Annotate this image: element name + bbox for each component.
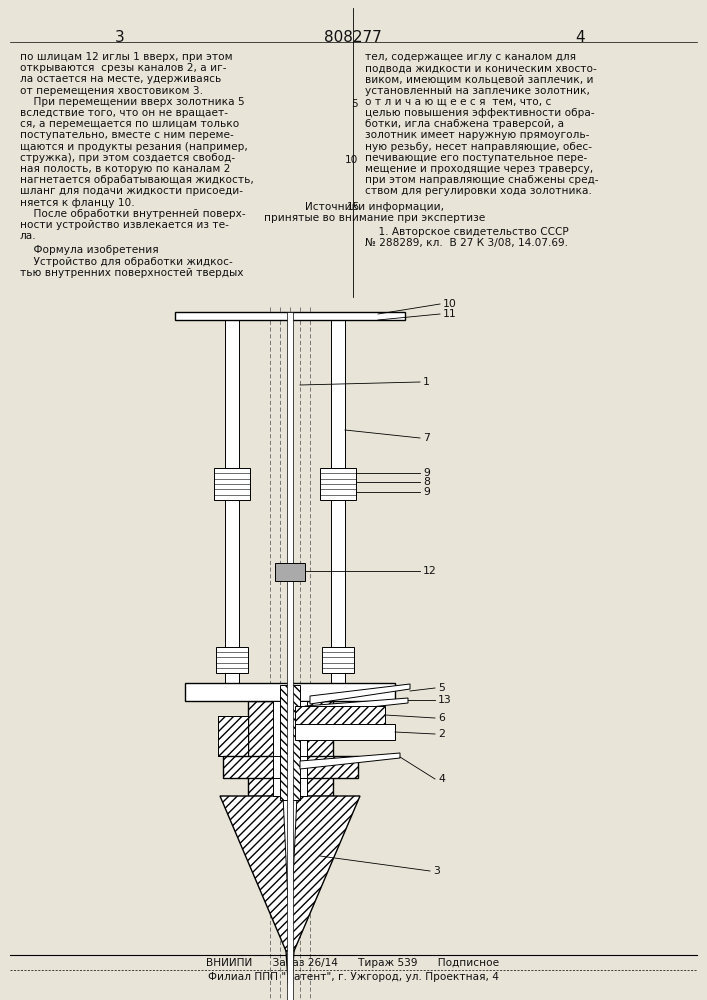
Bar (333, 716, 358, 738)
Bar (185, 683, 395, 701)
Bar (295, 706, 385, 724)
Text: Формула изобретения: Формула изобретения (20, 245, 158, 255)
Text: открываются  срезы каналов 2, а иг-: открываются срезы каналов 2, а иг- (20, 63, 226, 73)
Polygon shape (286, 951, 294, 1000)
Text: 9: 9 (423, 487, 430, 497)
Bar (225, 320, 239, 690)
Text: ла.: ла. (20, 231, 37, 241)
Text: ную резьбу, несет направляющие, обес-: ную резьбу, несет направляющие, обес- (365, 142, 592, 152)
Text: целью повышения эффективности обра-: целью повышения эффективности обра- (365, 108, 595, 118)
Text: подвода жидкости и коническим хвосто-: подвода жидкости и коническим хвосто- (365, 63, 597, 73)
Text: Устройство для обработки жидкос-: Устройство для обработки жидкос- (20, 257, 233, 267)
Polygon shape (220, 796, 360, 951)
Text: тью внутренних поверхностей твердых: тью внутренних поверхностей твердых (20, 268, 243, 278)
Text: 10: 10 (443, 299, 457, 309)
Text: ная полость, в которую по каналам 2: ная полость, в которую по каналам 2 (20, 164, 230, 174)
Text: 6: 6 (438, 713, 445, 723)
Text: 8: 8 (423, 477, 430, 487)
Text: 5: 5 (351, 99, 358, 109)
Text: ством для регулировки хода золотника.: ством для регулировки хода золотника. (365, 186, 592, 196)
Bar (273, 701, 307, 796)
Text: Источники информации,: Источники информации, (305, 202, 445, 212)
Text: вследствие того, что он не вращает-: вследствие того, что он не вращает- (20, 108, 228, 118)
Text: 5: 5 (438, 683, 445, 693)
Text: тел, содержащее иглу с каналом для: тел, содержащее иглу с каналом для (365, 52, 576, 62)
Text: 808277: 808277 (324, 30, 382, 45)
Text: щаются и продукты резания (например,: щаются и продукты резания (например, (20, 142, 247, 152)
Text: нагнетается обрабатывающая жидкость,: нагнетается обрабатывающая жидкость, (20, 175, 254, 185)
Text: 4: 4 (438, 774, 445, 784)
Text: принятые во внимание при экспертизе: принятые во внимание при экспертизе (264, 213, 486, 223)
Text: 15: 15 (346, 202, 360, 212)
Text: установленный на заплечике золотник,: установленный на заплечике золотник, (365, 86, 590, 96)
Polygon shape (305, 698, 408, 714)
Text: стружка), при этом создается свобод-: стружка), при этом создается свобод- (20, 153, 235, 163)
Polygon shape (310, 684, 410, 704)
Text: по шлицам 12 иглы 1 вверх, при этом: по шлицам 12 иглы 1 вверх, при этом (20, 52, 233, 62)
Text: ла остается на месте, удерживаясь: ла остается на месте, удерживаясь (20, 74, 221, 84)
Bar (223, 756, 358, 778)
Text: 1: 1 (423, 377, 430, 387)
Text: 10: 10 (344, 155, 358, 165)
Text: 3: 3 (115, 30, 125, 45)
Text: 13: 13 (438, 695, 452, 705)
Text: печивающие его поступательное пере-: печивающие его поступательное пере- (365, 153, 588, 163)
Text: ботки, игла снабжена траверсой, а: ботки, игла снабжена траверсой, а (365, 119, 564, 129)
Text: После обработки внутренней поверх-: После обработки внутренней поверх- (20, 209, 245, 219)
Bar (322, 647, 354, 673)
Bar (248, 701, 333, 796)
Text: 9: 9 (423, 468, 430, 478)
Text: № 288289, кл.  В 27 К 3/08, 14.07.69.: № 288289, кл. В 27 К 3/08, 14.07.69. (365, 238, 568, 248)
Bar (333, 716, 358, 738)
Text: ности устройство извлекается из те-: ности устройство извлекается из те- (20, 220, 229, 230)
Bar (287, 312, 293, 1000)
Bar (280, 685, 300, 800)
Text: Филиал ППП "Патент", г. Ужгород, ул. Проектная, 4: Филиал ППП "Патент", г. Ужгород, ул. Про… (208, 972, 498, 982)
Text: виком, имеющим кольцевой заплечик, и: виком, имеющим кольцевой заплечик, и (365, 74, 593, 84)
Text: 11: 11 (443, 309, 457, 319)
Bar (273, 756, 307, 778)
Text: мещение и проходящие через траверсу,: мещение и проходящие через траверсу, (365, 164, 593, 174)
Bar (331, 320, 345, 690)
Bar (218, 716, 248, 756)
Bar (216, 647, 248, 673)
Bar (214, 468, 250, 500)
Text: 1. Авторское свидетельство СССР: 1. Авторское свидетельство СССР (365, 227, 568, 237)
Polygon shape (300, 753, 400, 769)
Text: ВНИИПИ      Заказ 26/14      Тираж 539      Подписное: ВНИИПИ Заказ 26/14 Тираж 539 Подписное (206, 958, 500, 968)
Text: 7: 7 (423, 433, 430, 443)
Polygon shape (283, 796, 297, 901)
Bar (175, 312, 405, 320)
Text: 12: 12 (423, 566, 437, 576)
Text: при этом направляющие снабжены сред-: при этом направляющие снабжены сред- (365, 175, 599, 185)
Text: 3: 3 (433, 866, 440, 876)
Text: няется к фланцу 10.: няется к фланцу 10. (20, 198, 134, 208)
Text: поступательно, вместе с ним переме-: поступательно, вместе с ним переме- (20, 130, 234, 140)
Text: При перемещении вверх золотника 5: При перемещении вверх золотника 5 (20, 97, 245, 107)
Text: шланг для подачи жидкости присоеди-: шланг для подачи жидкости присоеди- (20, 186, 243, 196)
Text: 4: 4 (575, 30, 585, 45)
Bar (275, 563, 305, 581)
Text: золотник имеет наружную прямоуголь-: золотник имеет наружную прямоуголь- (365, 130, 590, 140)
Text: о т л и ч а ю щ е е с я  тем, что, с: о т л и ч а ю щ е е с я тем, что, с (365, 97, 551, 107)
Text: 2: 2 (438, 729, 445, 739)
Text: ся, а перемещается по шлицам только: ся, а перемещается по шлицам только (20, 119, 239, 129)
Bar (218, 716, 248, 756)
Bar (320, 468, 356, 500)
Bar (295, 724, 395, 740)
Text: от перемещения хвостовиком 3.: от перемещения хвостовиком 3. (20, 86, 203, 96)
